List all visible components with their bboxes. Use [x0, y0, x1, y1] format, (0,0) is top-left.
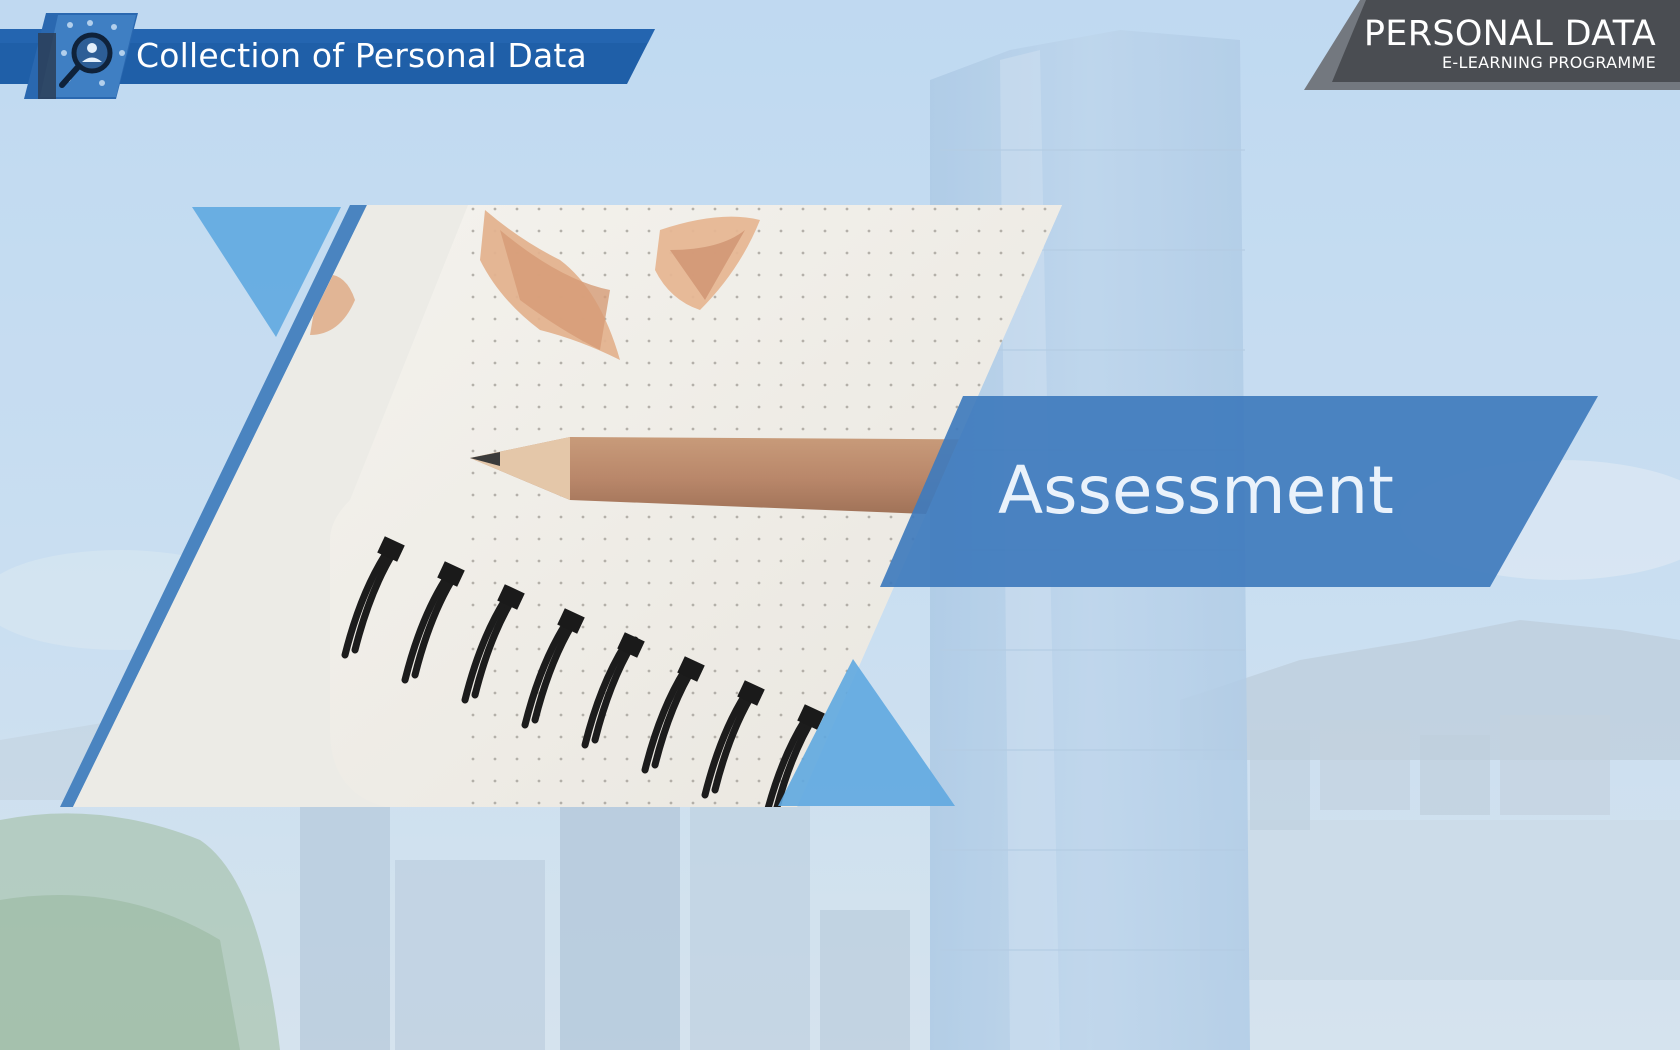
- brand-title: PERSONAL DATA: [1363, 14, 1656, 54]
- accent-stripe: [60, 205, 367, 807]
- triangle-accent-bottom: [778, 659, 955, 806]
- hero-heading: Assessment: [998, 452, 1394, 529]
- section-title-bar: [0, 29, 655, 84]
- triangle-accent-top: [192, 207, 341, 337]
- section-title: Collection of Personal Data: [136, 36, 587, 75]
- brand-badge: [1304, 0, 1680, 90]
- heading-banner: [880, 396, 1598, 587]
- magnifier-person-icon: [24, 13, 138, 99]
- brand-subtitle: E-LEARNING PROGRAMME: [1442, 53, 1656, 72]
